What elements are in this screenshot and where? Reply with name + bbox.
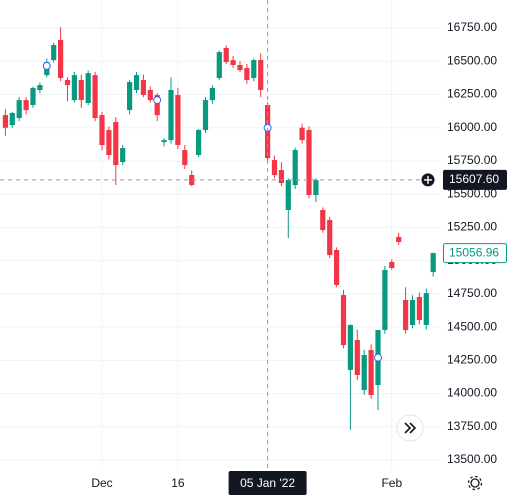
y-tick-label: 14500.00 xyxy=(447,319,497,333)
gear-icon xyxy=(470,478,480,488)
candle-body xyxy=(306,129,312,195)
candle-body xyxy=(51,45,57,61)
candle-body xyxy=(361,355,367,390)
candle-body xyxy=(430,253,436,273)
candle-body xyxy=(382,269,388,331)
event-marker xyxy=(42,61,51,70)
candle-body xyxy=(120,148,126,163)
candle-body xyxy=(161,140,167,143)
candle-body xyxy=(237,64,243,71)
y-tick-label: 16750.00 xyxy=(447,20,497,34)
candle-body xyxy=(9,112,15,126)
axis: 13500.00 13750.00 14000.00 14250.00 14500.00… xyxy=(91,20,507,495)
candle-body xyxy=(37,85,43,90)
candle-body xyxy=(340,295,347,346)
candle-body xyxy=(209,87,215,101)
candle-body xyxy=(64,80,71,86)
last-price-box xyxy=(443,243,507,264)
candle-body xyxy=(299,127,305,141)
candles xyxy=(2,26,436,430)
y-tick-label: 16250.00 xyxy=(447,87,497,101)
candle-body xyxy=(313,180,319,195)
grid xyxy=(0,0,440,468)
y-tick-label: 14250.00 xyxy=(447,353,497,367)
y-tick-label: 15750.00 xyxy=(447,153,497,167)
crosshair-price-label: 15607.60 xyxy=(449,172,499,186)
crosshair-date-box xyxy=(228,471,307,495)
candle-body xyxy=(271,160,278,176)
overlay xyxy=(0,0,440,468)
candle-body xyxy=(92,75,98,119)
candle-body xyxy=(71,75,77,101)
candle-body xyxy=(23,100,29,111)
candle-body xyxy=(347,324,353,370)
y-tick-label: 15250.00 xyxy=(447,220,497,234)
candle-body xyxy=(251,60,257,79)
scroll-icon xyxy=(404,422,417,434)
candle-body xyxy=(285,180,291,211)
candle-body xyxy=(2,115,8,128)
candle-body xyxy=(182,150,188,166)
candle-body xyxy=(113,122,119,166)
candle-body xyxy=(389,261,395,268)
candle-body xyxy=(189,175,195,186)
candle-body xyxy=(58,40,64,79)
candle-body xyxy=(396,236,402,243)
event-marker xyxy=(374,353,382,362)
candle-body xyxy=(216,52,222,79)
event-marker xyxy=(153,96,162,105)
candle-body xyxy=(278,170,284,184)
y-tick-label: 16000.00 xyxy=(447,120,497,134)
y-tick-label: 16500.00 xyxy=(447,53,497,67)
candle-body xyxy=(147,89,153,101)
candle-body xyxy=(154,95,160,116)
candle-body xyxy=(403,299,409,331)
candle-body xyxy=(244,68,250,81)
y-tick-label: 14750.00 xyxy=(447,286,497,300)
crosshair-add-plus xyxy=(424,175,432,184)
candle-body xyxy=(140,80,146,96)
candle-body xyxy=(223,47,229,63)
gear-teeth xyxy=(467,475,483,491)
candle-body xyxy=(99,115,105,146)
candle-body xyxy=(202,100,209,130)
candle-body xyxy=(175,95,181,146)
candle-body xyxy=(106,129,112,155)
candle-body xyxy=(230,60,236,65)
candle-body xyxy=(292,150,298,186)
candle-body xyxy=(320,210,326,231)
x-tick-label: 05 Jan '22 xyxy=(240,476,295,490)
candle-body xyxy=(196,129,202,155)
y-tick-label: 14000.00 xyxy=(447,386,497,400)
candle-body xyxy=(78,80,84,101)
candle-body xyxy=(133,75,140,90)
x-tick-label: Dec xyxy=(91,476,112,490)
y-tick-label: 13750.00 xyxy=(447,419,497,433)
x-tick-label: Feb xyxy=(381,476,402,490)
candle-body xyxy=(168,89,174,141)
candle-body xyxy=(327,219,333,256)
x-tick-label: 16 xyxy=(171,476,185,490)
last-price-label: 15056.96 xyxy=(449,245,499,259)
scroll-button[interactable] xyxy=(396,414,424,442)
candle-body xyxy=(85,73,91,104)
candle-body xyxy=(416,297,422,321)
candle-body xyxy=(16,100,22,119)
y-tick-label: 13500.00 xyxy=(447,452,497,466)
candle-body xyxy=(127,82,133,111)
candle-body xyxy=(368,349,374,396)
candle-body xyxy=(30,87,36,106)
candle-body xyxy=(423,293,429,325)
crosshair-price-box xyxy=(443,169,507,190)
candle-body xyxy=(409,299,416,325)
settings-button[interactable] xyxy=(467,475,483,491)
candle-body xyxy=(334,250,340,285)
candle-body xyxy=(354,340,360,375)
candle-body xyxy=(258,60,264,90)
